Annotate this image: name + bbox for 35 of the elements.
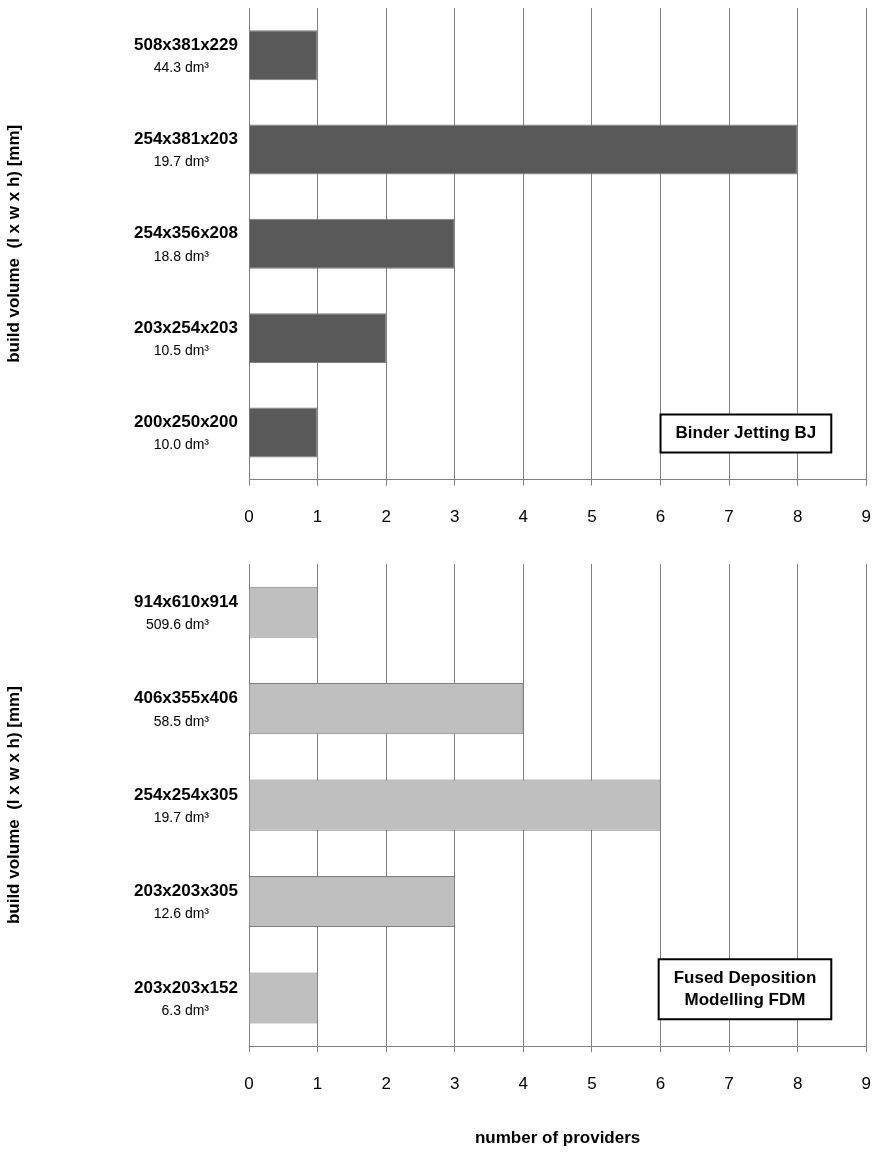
x-tick-label: 7	[724, 1074, 734, 1094]
x-tick-label: 4	[518, 507, 529, 527]
y-tick-label: 914x610x914 509.6 dm³	[133, 591, 239, 633]
y-axis-title: build volume (l x w x h) [mm]	[3, 124, 23, 363]
annotation: Fused Deposition Modelling FDM	[673, 967, 817, 1009]
y-tick-label: 203x203x152 6.3 dm³	[133, 977, 238, 1018]
y-tick-label: 254x381x203 19.7 dm³	[133, 129, 238, 170]
x-tick-label: 6	[655, 507, 666, 527]
y-tick-label: 203x254x203 10.5 dm³	[133, 317, 238, 358]
y-tick-label: 406x355x406 58.5 dm³	[133, 688, 238, 729]
y-tick-label: 200x250x200 10.0 dm³	[133, 412, 238, 453]
annotation: Binder Jetting BJ	[675, 423, 817, 443]
y-tick-label: 254x356x208 18.8 dm³	[133, 223, 238, 264]
y-axis-title: build volume (l x w x h) [mm]	[3, 686, 23, 925]
x-tick-label: 5	[587, 1074, 597, 1094]
x-tick-label: 2	[381, 507, 391, 527]
y-tick-label: 508x381x229 44.3 dm³	[133, 34, 238, 76]
x-tick-label: 8	[792, 507, 803, 527]
x-axis-title: number of providers	[474, 1128, 641, 1148]
y-tick-label: 203x203x305 12.6 dm³	[133, 881, 238, 922]
x-tick-label: 9	[861, 507, 872, 527]
x-tick-label: 3	[450, 1074, 460, 1094]
y-tick-label: 254x254x305 19.7 dm³	[133, 784, 238, 825]
x-tick-label: 2	[381, 1074, 391, 1094]
x-tick-label: 1	[312, 507, 323, 527]
x-tick-label: 9	[861, 1074, 872, 1094]
x-tick-label: 6	[655, 1074, 666, 1094]
x-tick-label: 8	[792, 1074, 803, 1094]
x-tick-label: 4	[518, 1074, 529, 1094]
x-tick-label: 3	[450, 507, 460, 527]
x-tick-label: 0	[244, 507, 254, 527]
x-tick-label: 0	[244, 1074, 254, 1094]
x-tick-label: 7	[724, 507, 734, 527]
x-tick-label: 1	[312, 1074, 323, 1094]
x-tick-label: 5	[587, 507, 597, 527]
